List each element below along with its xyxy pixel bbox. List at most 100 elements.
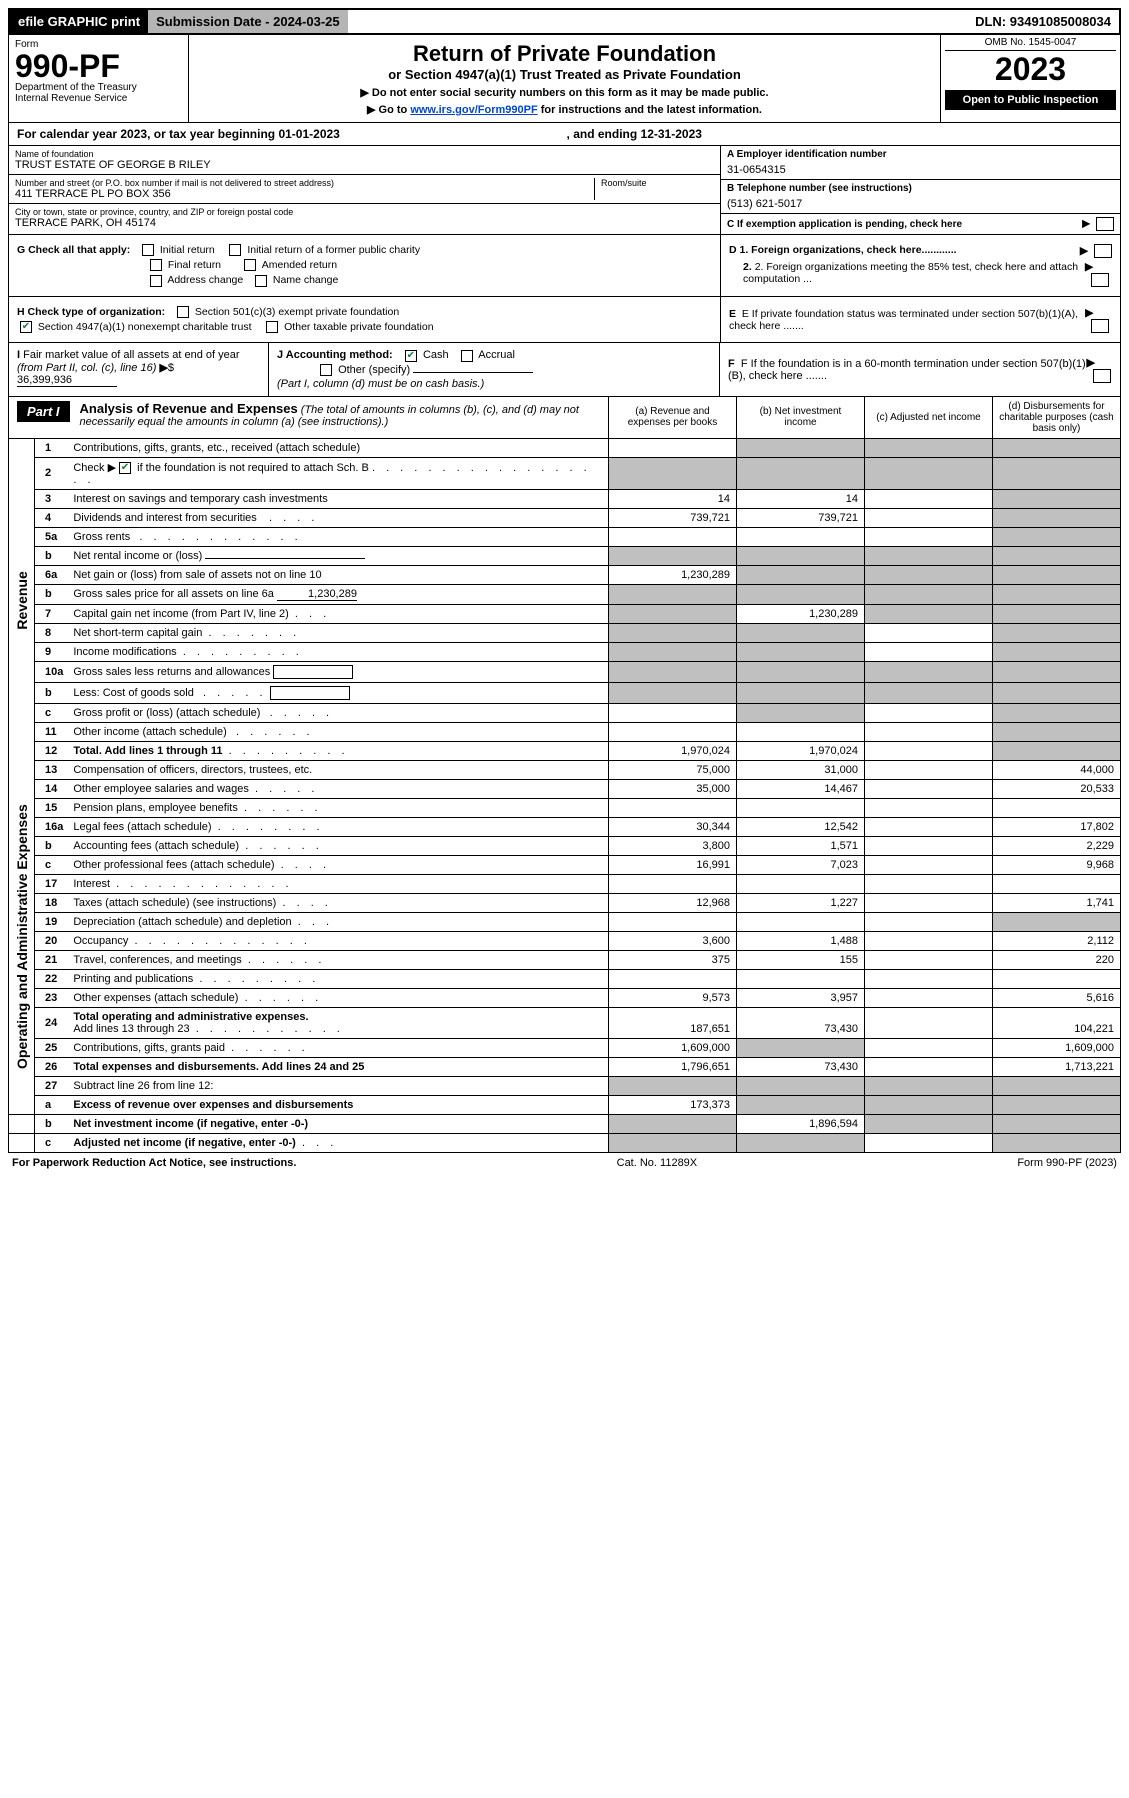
section-g-row: G Check all that apply: Initial return I…: [17, 244, 712, 256]
revenue-side-label: Revenue: [9, 439, 35, 761]
table-row: 5a Gross rents . . . . . . . . . . . .: [9, 527, 1121, 546]
table-row: 18 Taxes (attach schedule) (see instruct…: [9, 893, 1121, 912]
table-row: 2 Check ▶ if the foundation is not requi…: [9, 457, 1121, 489]
telephone-cell: B Telephone number (see instructions) (5…: [721, 180, 1120, 214]
table-row: 19 Depreciation (attach schedule) and de…: [9, 912, 1121, 931]
expenses-side-label: Operating and Administrative Expenses: [9, 760, 35, 1114]
footer-right: Form 990-PF (2023): [1017, 1157, 1117, 1169]
footer-left: For Paperwork Reduction Act Notice, see …: [12, 1157, 296, 1169]
table-row: c Gross profit or (loss) (attach schedul…: [9, 703, 1121, 722]
other-method-checkbox[interactable]: [320, 364, 332, 376]
identification-block: Name of foundation TRUST ESTATE OF GEORG…: [8, 146, 1121, 235]
header-left: Form 990-PF Department of the Treasury I…: [9, 35, 189, 122]
address-cell: Number and street (or P.O. box number if…: [9, 175, 720, 204]
table-row: b Net investment income (if negative, en…: [9, 1114, 1121, 1133]
ein-cell: A Employer identification number 31-0654…: [721, 146, 1120, 180]
dept-treasury: Department of the Treasury: [15, 82, 182, 93]
accounting-method-cell: J Accounting method: Cash Accrual Other …: [269, 343, 720, 395]
sch-b-checkbox[interactable]: [119, 462, 131, 474]
table-row: 21 Travel, conferences, and meetings . .…: [9, 950, 1121, 969]
table-row: Revenue 1 Contributions, gifts, grants, …: [9, 439, 1121, 458]
60-month-checkbox[interactable]: [1093, 369, 1111, 383]
table-row: 8 Net short-term capital gain . . . . . …: [9, 623, 1121, 642]
table-row: 22 Printing and publications . . . . . .…: [9, 969, 1121, 988]
form-number: 990-PF: [15, 50, 182, 82]
table-row: 17 Interest . . . . . . . . . . . . .: [9, 874, 1121, 893]
initial-return-checkbox[interactable]: [142, 244, 154, 256]
amended-return-checkbox[interactable]: [244, 259, 256, 271]
header-right: OMB No. 1545-0047 2023 Open to Public In…: [940, 35, 1120, 122]
table-row: 3 Interest on savings and temporary cash…: [9, 489, 1121, 508]
form-title: Return of Private Foundation: [199, 41, 930, 67]
section-i-j-f: I Fair market value of all assets at end…: [8, 343, 1121, 396]
top-bar: efile GRAPHIC print Submission Date - 20…: [8, 8, 1121, 35]
part1-badge: Part I: [17, 401, 70, 422]
exemption-pending-cell: C If exemption application is pending, c…: [721, 214, 1120, 234]
foreign-85-checkbox[interactable]: [1091, 273, 1109, 287]
status-terminated-checkbox[interactable]: [1091, 319, 1109, 333]
form-header: Form 990-PF Department of the Treasury I…: [8, 35, 1121, 123]
col-a-header: (a) Revenue and expenses per books: [608, 397, 736, 438]
table-row: b Accounting fees (attach schedule) . . …: [9, 836, 1121, 855]
table-row: 26 Total expenses and disbursements. Add…: [9, 1057, 1121, 1076]
fmv-cell: I Fair market value of all assets at end…: [9, 343, 269, 395]
foundation-name-cell: Name of foundation TRUST ESTATE OF GEORG…: [9, 146, 720, 175]
col-c-header: (c) Adjusted net income: [864, 397, 992, 438]
accrual-checkbox[interactable]: [461, 350, 473, 362]
form-subtitle: or Section 4947(a)(1) Trust Treated as P…: [199, 67, 930, 82]
table-row: a Excess of revenue over expenses and di…: [9, 1095, 1121, 1114]
footer-center: Cat. No. 11289X: [617, 1157, 698, 1169]
table-row: b Less: Cost of goods sold . . . . .: [9, 682, 1121, 703]
exemption-checkbox[interactable]: [1096, 217, 1114, 231]
table-row: 15 Pension plans, employee benefits . . …: [9, 798, 1121, 817]
omb-number: OMB No. 1545-0047: [945, 37, 1116, 51]
table-row: 14 Other employee salaries and wages . .…: [9, 779, 1121, 798]
table-row: 20 Occupancy . . . . . . . . . . . . . 3…: [9, 931, 1121, 950]
initial-former-checkbox[interactable]: [229, 244, 241, 256]
form-link[interactable]: www.irs.gov/Form990PF: [410, 104, 537, 116]
instruction-2: ▶ Go to www.irs.gov/Form990PF for instru…: [199, 103, 930, 116]
table-row: 10a Gross sales less returns and allowan…: [9, 661, 1121, 682]
table-row: 7 Capital gain net income (from Part IV,…: [9, 604, 1121, 623]
submission-date-cell: Submission Date - 2024-03-25: [148, 10, 348, 33]
table-row: b Gross sales price for all assets on li…: [9, 584, 1121, 604]
final-return-checkbox[interactable]: [150, 259, 162, 271]
table-row: c Adjusted net income (if negative, ente…: [9, 1133, 1121, 1152]
4947a1-checkbox[interactable]: [20, 321, 32, 333]
table-row: 11 Other income (attach schedule) . . . …: [9, 722, 1121, 741]
part1-header-row: Part I Analysis of Revenue and Expenses …: [8, 397, 1121, 439]
table-row: 23 Other expenses (attach schedule) . . …: [9, 988, 1121, 1007]
page-footer: For Paperwork Reduction Act Notice, see …: [8, 1153, 1121, 1173]
section-g-d: G Check all that apply: Initial return I…: [8, 235, 1121, 297]
table-row: Operating and Administrative Expenses 13…: [9, 760, 1121, 779]
table-row: b Net rental income or (loss): [9, 546, 1121, 565]
table-row: 25 Contributions, gifts, grants paid . .…: [9, 1038, 1121, 1057]
header-center: Return of Private Foundation or Section …: [189, 35, 940, 122]
foreign-org-checkbox[interactable]: [1094, 244, 1112, 258]
section-h-e: H Check type of organization: Section 50…: [8, 297, 1121, 343]
table-row: 4 Dividends and interest from securities…: [9, 508, 1121, 527]
other-taxable-checkbox[interactable]: [266, 321, 278, 333]
col-d-header: (d) Disbursements for charitable purpose…: [992, 397, 1120, 438]
calendar-year-row: For calendar year 2023, or tax year begi…: [8, 123, 1121, 146]
open-public-badge: Open to Public Inspection: [945, 90, 1116, 110]
table-row: 9 Income modifications . . . . . . . . .: [9, 642, 1121, 661]
efile-label: efile GRAPHIC print: [10, 10, 148, 33]
dln-cell: DLN: 93491085008034: [967, 10, 1119, 33]
name-change-checkbox[interactable]: [255, 275, 267, 287]
table-row: 6a Net gain or (loss) from sale of asset…: [9, 565, 1121, 584]
table-row: 16a Legal fees (attach schedule) . . . .…: [9, 817, 1121, 836]
address-change-checkbox[interactable]: [150, 275, 162, 287]
cash-checkbox[interactable]: [405, 350, 417, 362]
table-row: 27 Subtract line 26 from line 12:: [9, 1076, 1121, 1095]
table-row: 24 Total operating and administrative ex…: [9, 1007, 1121, 1038]
table-row: 12 Total. Add lines 1 through 11 . . . .…: [9, 741, 1121, 760]
part1-table: Revenue 1 Contributions, gifts, grants, …: [8, 439, 1121, 1153]
501c3-checkbox[interactable]: [177, 306, 189, 318]
city-cell: City or town, state or province, country…: [9, 204, 720, 232]
instruction-1: ▶ Do not enter social security numbers o…: [199, 86, 930, 99]
col-b-header: (b) Net investment income: [736, 397, 864, 438]
tax-year: 2023: [945, 51, 1116, 88]
table-row: c Other professional fees (attach schedu…: [9, 855, 1121, 874]
dept-irs: Internal Revenue Service: [15, 93, 182, 104]
